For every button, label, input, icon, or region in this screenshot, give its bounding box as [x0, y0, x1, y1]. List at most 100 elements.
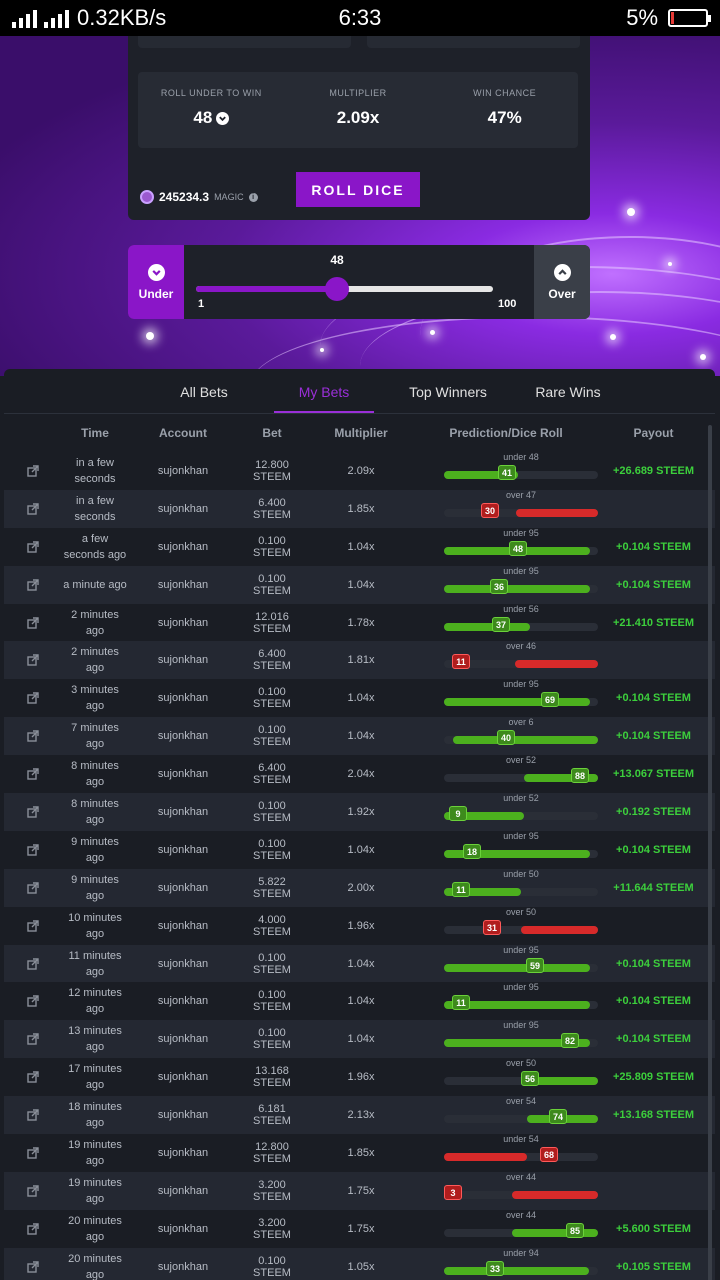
bet-amount: 0.100 STEEM: [253, 572, 291, 597]
multiplier-label: MULTIPLIER: [329, 88, 387, 98]
bet-payout: +26.689 STEEM: [612, 464, 695, 477]
external-link-icon[interactable]: [4, 768, 62, 780]
chevron-down-icon[interactable]: [216, 111, 230, 125]
external-link-icon[interactable]: [4, 1147, 62, 1159]
external-link-icon[interactable]: [4, 957, 62, 970]
bet-payout: +13.067 STEEM: [612, 768, 695, 781]
bet-multiplier: 1.04x: [347, 540, 375, 553]
external-link-icon[interactable]: [4, 919, 62, 932]
slider-value-label: 48: [330, 253, 344, 267]
external-link-icon[interactable]: [4, 503, 62, 515]
external-link-icon[interactable]: [4, 1033, 62, 1046]
prediction-label: under 95: [503, 565, 539, 576]
winning-range: [444, 849, 590, 858]
bet-account: sujonkhan: [157, 1033, 209, 1046]
external-link-icon[interactable]: [4, 1109, 62, 1121]
prediction-label: over 52: [505, 755, 537, 766]
bet-payout: +21.410 STEEM: [612, 616, 695, 629]
external-link-icon[interactable]: [4, 844, 62, 856]
bet-multiplier: 1.75x: [347, 1184, 375, 1197]
external-link-icon[interactable]: [4, 541, 62, 553]
bet-multiplier: 1.96x: [347, 919, 375, 932]
bet-multiplier: 1.92x: [347, 805, 375, 818]
external-link-icon[interactable]: [4, 882, 62, 894]
bet-payout: +0.104 STEEM: [616, 843, 691, 856]
external-link-icon[interactable]: [4, 1071, 62, 1083]
prediction-bar: [444, 660, 598, 669]
external-link-icon[interactable]: [4, 578, 62, 591]
dice-roll-marker: 37: [492, 616, 510, 632]
table-row: 19 minutes ago sujonkhan 12.800 STEEM 1.85x…: [4, 1134, 715, 1172]
prediction-label: over 54: [505, 1096, 537, 1107]
prediction-label: under 95: [503, 830, 539, 841]
bet-prediction: under 94 33: [416, 1248, 598, 1280]
tab-all-bets[interactable]: All Bets: [180, 384, 228, 400]
prediction-bar: [444, 736, 598, 745]
external-link-icon[interactable]: [4, 616, 62, 629]
table-row: in a few seconds sujonkhan 12.800 STEEM 2.0…: [4, 452, 715, 490]
bet-prediction: over 47 30: [416, 490, 598, 528]
multiplier-value: 2.09x: [336, 108, 380, 127]
tab-my-bets[interactable]: My Bets: [264, 369, 384, 413]
magic-coin-icon: [140, 190, 154, 204]
table-row: 11 minutes ago sujonkhan 0.100 STEEM 1.04x u…: [4, 945, 715, 983]
bet-time: 12 minutes ago: [68, 987, 122, 1016]
bet-prediction: under 48 41: [416, 452, 598, 490]
bet-account: sujonkhan: [157, 995, 209, 1008]
winning-range: [444, 1266, 589, 1275]
bet-account: sujonkhan: [157, 1184, 209, 1197]
external-link-icon[interactable]: [4, 692, 62, 705]
dice-roll-marker: 74: [549, 1109, 567, 1125]
bet-account: sujonkhan: [157, 1260, 209, 1273]
external-link-icon[interactable]: [4, 1223, 62, 1235]
bet-account: sujonkhan: [157, 730, 209, 743]
prediction-bar: [444, 1152, 598, 1161]
bet-multiplier: 1.05x: [347, 1260, 375, 1273]
bet-multiplier: 2.00x: [347, 881, 375, 894]
scrollbar[interactable]: [708, 425, 712, 1280]
dice-roll-marker: 18: [463, 843, 481, 859]
bet-multiplier: 2.13x: [347, 1109, 375, 1122]
bet-time: 8 minutes ago: [71, 797, 119, 826]
prediction-bar: [444, 1228, 598, 1237]
bets-tabs: All Bets My Bets Top Winners Rare Wins: [4, 369, 715, 413]
tab-top-winners[interactable]: Top Winners: [409, 384, 487, 400]
chevron-up-icon: [553, 263, 571, 281]
slider-fill: [196, 286, 337, 292]
external-link-icon[interactable]: [4, 995, 62, 1008]
bet-payout: +5.600 STEEM: [616, 1222, 691, 1235]
table-row: 2 minutes ago sujonkhan 12.016 STEEM 1.78x u…: [4, 604, 715, 642]
bet-prediction: over 50 56: [416, 1058, 598, 1096]
tab-rare-wins[interactable]: Rare Wins: [535, 384, 601, 400]
roll-dice-button[interactable]: ROLL DICE: [296, 172, 420, 207]
bet-amount: 12.800 STEEM: [253, 458, 291, 483]
bet-prediction: under 50 11: [416, 869, 598, 907]
roll-under-stat[interactable]: ROLL UNDER TO WIN 48: [138, 72, 285, 148]
external-link-icon[interactable]: [4, 730, 62, 742]
over-button[interactable]: Over: [534, 245, 590, 319]
table-row: 12 minutes ago sujonkhan 0.100 STEEM 1.04x u…: [4, 982, 715, 1020]
slider-max-label: 100: [498, 298, 517, 310]
external-link-icon[interactable]: [4, 1185, 62, 1197]
battery-percent: 5%: [626, 5, 658, 30]
bet-multiplier: 1.78x: [347, 616, 375, 629]
under-button[interactable]: Under: [128, 245, 184, 319]
info-icon[interactable]: i: [248, 192, 258, 202]
bet-payout: +0.104 STEEM: [616, 692, 691, 705]
bet-account: sujonkhan: [157, 881, 209, 894]
external-link-icon[interactable]: [4, 654, 62, 667]
external-link-icon[interactable]: [4, 806, 62, 818]
winning-range: [453, 736, 598, 745]
col-bet: Bet: [262, 426, 282, 440]
external-link-icon[interactable]: [4, 1260, 62, 1273]
prediction-label: under 95: [503, 1020, 539, 1031]
bet-payout: +0.104 STEEM: [616, 578, 691, 591]
external-link-icon[interactable]: [4, 465, 62, 477]
bet-amount: 12.016 STEEM: [253, 610, 291, 635]
bet-prediction: over 44 85: [416, 1210, 598, 1248]
dice-roll-marker: 85: [566, 1222, 584, 1238]
col-account: Account: [159, 426, 207, 440]
slider-thumb[interactable]: [325, 277, 349, 301]
dice-roll-marker: 69: [541, 692, 559, 708]
prediction-bar: [444, 470, 598, 479]
